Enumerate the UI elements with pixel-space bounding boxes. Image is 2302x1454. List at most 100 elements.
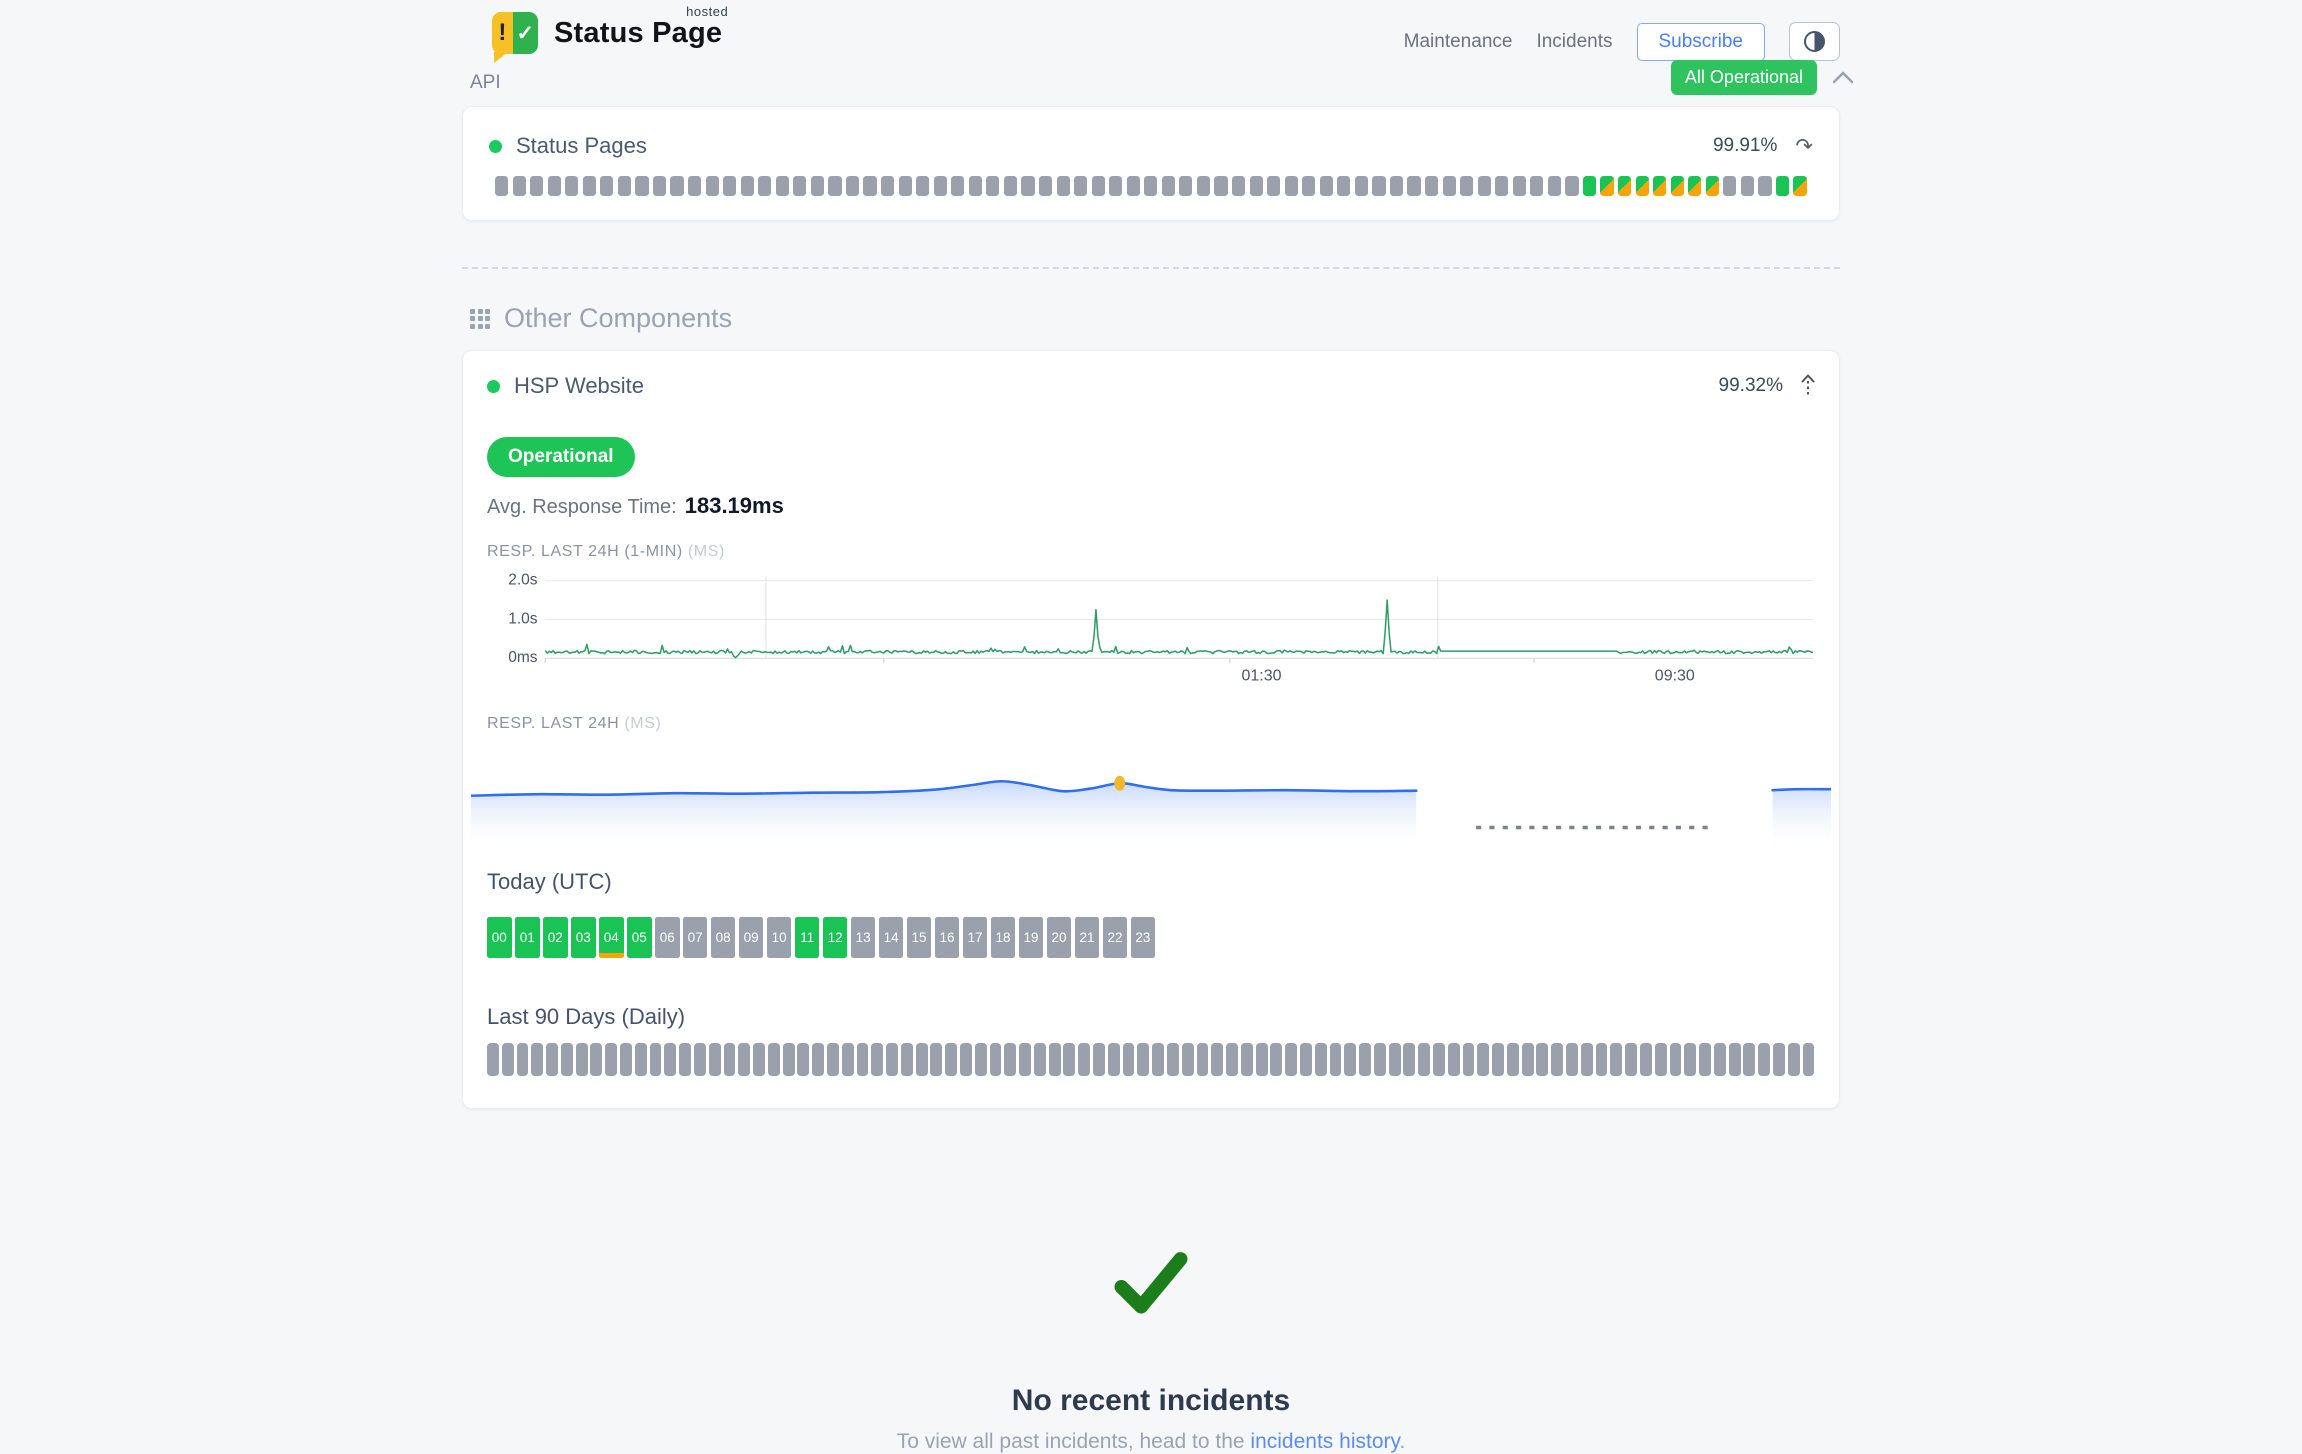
uptime-cell-degraded [1802,1042,1815,1076]
uptime-cell-no-data [810,176,824,196]
uptime-cell-no-data [738,1042,751,1076]
nav-incidents[interactable]: Incidents [1536,30,1613,52]
uptime-cell-operational [989,1042,1002,1076]
hour-block-13: 13 [850,916,876,958]
logo-check: ✓ [512,12,538,54]
status-dot-icon [487,379,500,393]
uptime-cell-no-data [767,1042,780,1076]
hour-block-08: 08 [710,916,736,958]
uptime-cell-operational [960,1042,972,1076]
no-incidents-title: No recent incidents [1011,1383,1291,1417]
brand[interactable]: ! ✓ Status Page hosted [492,4,728,63]
uptime-cell-no-data [856,1042,869,1076]
hour-block-21: 21 [1074,916,1100,958]
uptime-cell-operational [1255,1042,1268,1076]
uptime-cell-no-data [1196,176,1211,196]
hour-block-11: 11 [794,916,820,958]
uptime-cell-no-data [723,1042,736,1076]
uptime-cell-no-data [881,176,895,196]
uptime-cell-no-data [1074,176,1088,196]
svg-text:01:30: 01:30 [1242,668,1282,685]
uptime-cell-degraded [1595,1042,1608,1076]
current-point-marker [1114,776,1126,792]
all-operational-badge[interactable]: All Operational [1670,60,1817,95]
uptime-cell-no-data [1267,176,1281,196]
uptime-cell-no-data [605,1042,618,1076]
uptime-cell-no-data [590,1042,603,1076]
uptime-cell-degraded [1403,1042,1416,1076]
uptime-cell-degraded [1705,176,1719,196]
uptime-cell-no-data [635,176,649,196]
uptime-cell-no-data [1743,1042,1756,1076]
page-container: ! ✓ Status Page hosted Maintenance Incide… [462,0,1854,1454]
uptime-cell-no-data [1530,176,1544,196]
uptime-cell-no-data [565,176,579,196]
uptime-cell-no-data [871,1042,884,1076]
uptime-cell-no-data [1109,176,1123,196]
uptime-cell-degraded [1226,1042,1238,1076]
uptime-cell-degraded [1359,1042,1371,1076]
uptime-cell-operational [1639,1042,1652,1076]
uptime-cell-degraded [1373,1042,1386,1076]
uptime-cell-no-data [670,176,684,196]
uptime-cell-no-data [1758,1042,1771,1076]
nav-maintenance[interactable]: Maintenance [1403,30,1513,52]
avg-response-value: 183.19ms [684,493,784,518]
today-hour-blocks: 00 01 02 03 04 05 06 07 08 09 10 11 12 13 14 15 16 17 18 19… [487,916,1815,958]
uptime-cell-no-data [708,1042,721,1076]
uptime-cell-no-data [575,1042,588,1076]
uptime-cell-no-data [495,176,509,196]
uptime-cell-degraded [1329,1042,1342,1076]
svg-text:0ms: 0ms [508,649,538,666]
uptime-cell-operational [1582,176,1597,196]
uptime-cell-degraded [1566,1042,1578,1076]
uptime-cell-degraded [1240,1042,1253,1076]
uptime-cell-no-data [740,176,754,196]
subscribe-button[interactable]: Subscribe [1636,22,1765,61]
hour-block-07: 07 [682,916,708,958]
hour-block-02: 02 [542,916,568,958]
theme-toggle-button[interactable] [1789,22,1840,61]
uptime-cell-no-data [758,176,772,196]
logo-bubble-tail [494,52,508,63]
uptime-cell-no-data [828,176,842,196]
component-name: HSP Website [487,373,644,399]
uptime-cell-degraded [1285,1042,1298,1076]
uptime-cell-no-data [782,1042,795,1076]
svg-text:1.0s: 1.0s [508,610,538,627]
uptime-cell-no-data [1179,176,1193,196]
uptime-cell-degraded [1506,1042,1519,1076]
refresh-icon[interactable]: ↷ [1795,134,1813,158]
header-nav: Maintenance Incidents Subscribe [1404,22,1840,61]
uptime-cell-no-data [1144,176,1158,196]
hour-block-06: 06 [654,916,680,958]
uptime-cell-degraded [1551,1042,1564,1076]
chart2-label: RESP. LAST 24H (MS) [487,715,662,733]
uptime-cell-operational [1048,1042,1061,1076]
uptime-cell-no-data [1302,176,1316,196]
uptime-cell-operational [1787,1042,1800,1076]
uptime-cell-degraded [1618,176,1632,196]
hour-block-04: 04 [598,916,624,958]
uptime-cell-no-data [886,1042,898,1076]
uptime-cell-degraded [1793,176,1807,196]
uptime-cell-no-data [1372,176,1386,196]
chevron-up-icon[interactable] [1832,71,1854,84]
hour-block-20: 20 [1046,916,1072,958]
hour-block-01: 01 [514,916,540,958]
other-components-header: Other Components [470,303,1840,334]
half-circle-theme-icon [1804,31,1825,52]
uptime-cell-degraded [1728,1042,1741,1076]
uptime-cell-no-data [1424,176,1439,196]
hour-block-16: 16 [934,916,960,958]
uptime-cell-degraded [1521,1042,1534,1076]
uptime-cell-no-data [582,176,596,196]
incidents-history-link[interactable]: incidents history [1250,1429,1400,1453]
arrow-up-dashed-icon[interactable] [1801,374,1815,398]
uptime-cell-no-data [1740,176,1754,196]
uptime-cell-no-data [664,1042,677,1076]
uptime-cell-no-data [1477,176,1491,196]
uptime-cell-operational [1610,1042,1623,1076]
overall-status: All Operational [1670,60,1854,95]
hour-block-14: 14 [878,916,904,958]
